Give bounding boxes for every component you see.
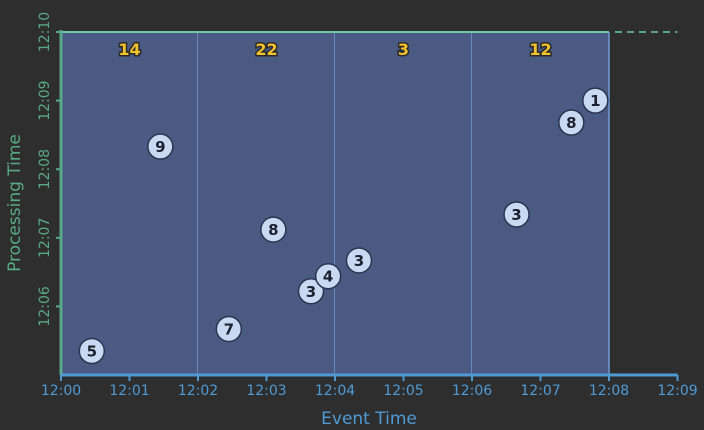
y-tick-label: 12:10 <box>37 12 53 52</box>
window-count-label: 12 <box>529 40 551 59</box>
data-point-marker <box>582 87 609 114</box>
x-tick-label: 12:07 <box>520 383 560 399</box>
data-point-marker <box>78 337 106 365</box>
y-tick-label: 12:09 <box>37 80 53 120</box>
x-tick-label: 12:03 <box>246 383 286 399</box>
y-axis-title: Processing Time <box>5 134 25 272</box>
data-point-label: 4 <box>323 268 333 286</box>
x-tick-label: 12:09 <box>657 383 697 399</box>
x-tick-label: 12:05 <box>383 383 423 399</box>
window-count-label: 22 <box>255 40 277 59</box>
x-tick-label: 12:06 <box>452 383 492 399</box>
data-point-label: 3 <box>306 283 316 301</box>
window-count-label: 3 <box>398 40 409 59</box>
x-tick-label: 12:02 <box>178 383 218 399</box>
data-point: 8 <box>558 109 585 136</box>
data-point-marker <box>147 133 174 160</box>
data-point: 4 <box>314 262 342 290</box>
windows-layer: 14 22 3 12 <box>61 31 610 375</box>
window-4 <box>472 32 609 375</box>
window-2 <box>198 32 335 375</box>
data-point-label: 5 <box>87 342 97 360</box>
data-point: 7 <box>215 315 243 343</box>
data-point-label: 3 <box>354 252 364 270</box>
data-point: 3 <box>503 201 530 228</box>
data-point-marker <box>215 315 243 343</box>
data-point-label: 9 <box>155 138 165 156</box>
data-point-label: 8 <box>566 114 576 132</box>
data-point: 3 <box>345 247 373 274</box>
data-point: 8 <box>260 216 287 243</box>
window-count-label: 14 <box>118 40 140 59</box>
data-point-label: 1 <box>590 92 600 110</box>
x-tick-label: 12:04 <box>315 383 355 399</box>
window-3 <box>335 32 472 375</box>
data-point-marker <box>345 247 373 274</box>
y-tick-label: 12:06 <box>37 286 53 326</box>
y-tick-label: 12:07 <box>37 218 53 258</box>
data-point-label: 7 <box>224 321 234 339</box>
y-tick-label: 12:08 <box>37 149 53 189</box>
data-point-marker <box>260 216 287 243</box>
data-point: 9 <box>147 133 174 160</box>
data-point: 5 <box>78 337 106 365</box>
data-point-label: 3 <box>511 206 521 224</box>
x-tick-label: 12:00 <box>41 383 81 399</box>
data-point: 3 <box>297 278 325 305</box>
axes-layer: 12:06 12:07 12:08 12:09 12:10 12:00 12:01 12:02… <box>37 12 698 399</box>
data-point-marker <box>558 109 585 136</box>
x-tick-label: 12:08 <box>589 383 629 399</box>
data-point: 1 <box>582 87 609 114</box>
data-point-label: 8 <box>268 221 278 239</box>
data-point-marker <box>314 262 342 290</box>
x-axis-title: Event Time <box>321 409 417 429</box>
x-tick-label: 12:01 <box>109 383 149 399</box>
data-point-marker <box>503 201 530 228</box>
data-point-marker <box>297 278 325 305</box>
window-1 <box>61 32 198 375</box>
